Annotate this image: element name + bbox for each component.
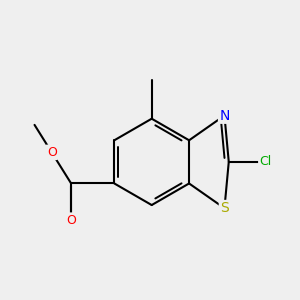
Text: O: O <box>47 146 57 159</box>
Text: Cl: Cl <box>259 155 272 168</box>
Text: N: N <box>219 109 230 122</box>
Text: O: O <box>66 214 76 227</box>
Text: S: S <box>220 201 229 215</box>
